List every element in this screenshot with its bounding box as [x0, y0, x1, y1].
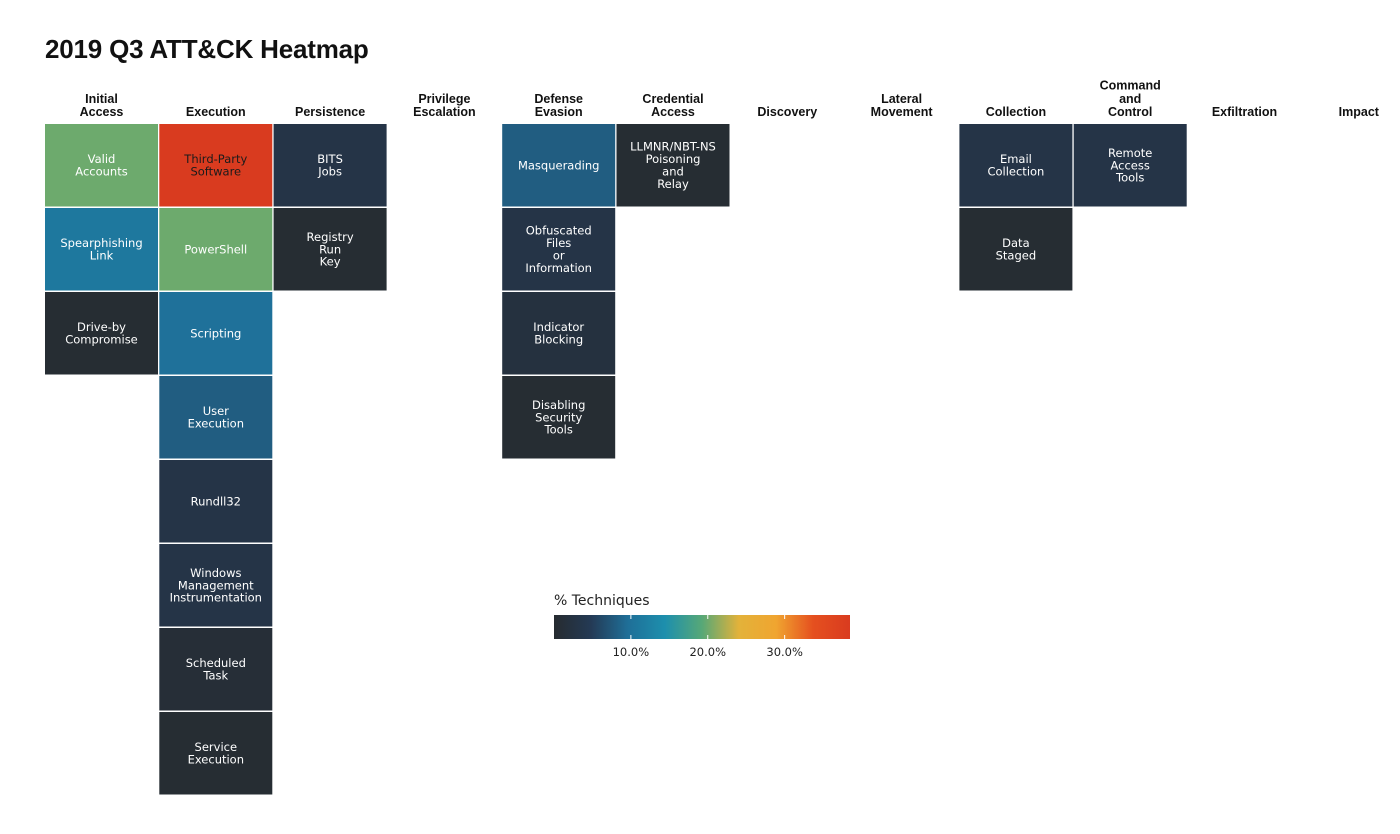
- technique-cell-rundll32[interactable]: Rundll32: [159, 460, 273, 543]
- tactic-header-command-and-control: Command and Control: [1100, 79, 1161, 119]
- technique-cell-indicator-blocking[interactable]: Indicator Blocking: [502, 292, 616, 375]
- technique-cell-fill: [502, 376, 616, 459]
- technique-label: User Execution: [188, 404, 244, 430]
- technique-cell-scheduled-task[interactable]: Scheduled Task: [159, 628, 273, 711]
- technique-cell-windows-management-instrumentation[interactable]: Windows Management Instrumentation: [159, 544, 273, 627]
- legend-colorbar: [554, 615, 850, 639]
- technique-cell-spearphishing-link[interactable]: Spearphishing Link: [45, 208, 158, 291]
- technique-cell-fill: [1073, 124, 1187, 207]
- technique-label: Obfuscated Files or Information: [525, 224, 592, 275]
- tactic-header-credential-access: Credential Access: [642, 92, 703, 119]
- technique-cell-disabling-security-tools[interactable]: Disabling Security Tools: [502, 376, 616, 459]
- technique-cells: Valid Accounts Spearphishing Link Drive-by Co…: [45, 124, 1187, 795]
- technique-cell-valid-accounts[interactable]: Valid Accounts: [45, 124, 158, 207]
- technique-label: Windows Management Instrumentation: [170, 566, 262, 605]
- technique-cell-registry-run-key[interactable]: Registry Run Key: [273, 208, 387, 291]
- technique-label: Disabling Security Tools: [532, 398, 585, 437]
- technique-cell-data-staged[interactable]: Data Staged: [959, 208, 1073, 291]
- technique-label: Service Execution: [188, 740, 244, 766]
- technique-cell-fill: [159, 544, 273, 627]
- tactic-header-collection: Collection: [986, 105, 1046, 119]
- legend-tick-label: 20.0%: [689, 645, 726, 659]
- technique-label: Scheduled Task: [186, 656, 246, 682]
- tactic-header-privilege-escalation: Privilege Escalation: [413, 92, 476, 119]
- technique-cell-fill: [159, 376, 273, 459]
- technique-label: Spearphishing Link: [60, 236, 142, 262]
- technique-cell-llmnr-nbt-ns-poisoning-and-relay[interactable]: LLMNR/NBT-NS Poisoning and Relay: [616, 124, 730, 207]
- technique-cell-fill: [502, 292, 616, 375]
- technique-label: Valid Accounts: [75, 152, 127, 178]
- tactic-header-initial-access: Initial Access: [80, 92, 124, 119]
- technique-cell-fill: [159, 460, 273, 543]
- technique-cell-fill: [159, 712, 273, 795]
- tactic-header-persistence: Persistence: [295, 105, 365, 119]
- technique-label: Third-Party Software: [183, 152, 247, 178]
- tactic-header-impact: Impact: [1339, 105, 1380, 119]
- tactic-headers: Initial Access Execution Persistence Privile…: [80, 79, 1380, 119]
- technique-label: Scripting: [190, 326, 241, 340]
- technique-cell-bits-jobs[interactable]: BITS Jobs: [273, 124, 387, 207]
- technique-cell-remote-access-tools[interactable]: Remote Access Tools: [1073, 124, 1187, 207]
- technique-label: BITS Jobs: [317, 152, 343, 178]
- technique-cell-email-collection[interactable]: Email Collection: [959, 124, 1073, 207]
- technique-cell-fill: [959, 124, 1073, 207]
- technique-cell-fill: [45, 208, 158, 291]
- technique-label: PowerShell: [184, 242, 247, 256]
- technique-cell-fill: [273, 124, 387, 207]
- technique-label: Drive-by Compromise: [65, 320, 138, 346]
- technique-cell-obfuscated-files-or-information[interactable]: Obfuscated Files or Information: [502, 208, 616, 291]
- technique-cell-drive-by-compromise[interactable]: Drive-by Compromise: [45, 292, 158, 375]
- technique-cell-fill: [502, 208, 616, 291]
- technique-label: Rundll32: [191, 494, 241, 508]
- color-legend: % Techniques 10.0% 20.0% 30.0%: [554, 593, 850, 659]
- technique-label: Remote Access Tools: [1108, 146, 1152, 185]
- technique-cell-fill: [616, 124, 730, 207]
- technique-cell-user-execution[interactable]: User Execution: [159, 376, 273, 459]
- technique-label: LLMNR/NBT-NS Poisoning and Relay: [630, 140, 716, 191]
- tactic-header-lateral-movement: Lateral Movement: [871, 92, 934, 119]
- technique-cell-fill: [159, 124, 273, 207]
- technique-cell-fill: [959, 208, 1073, 291]
- tactic-header-exfiltration: Exfiltration: [1212, 105, 1277, 119]
- technique-cell-third-party-software[interactable]: Third-Party Software: [159, 124, 273, 207]
- tactic-header-execution: Execution: [186, 105, 246, 119]
- legend-title: % Techniques: [554, 593, 650, 609]
- technique-cell-fill: [159, 208, 273, 291]
- technique-cell-fill: [159, 628, 273, 711]
- legend-tick-label: 10.0%: [613, 645, 650, 659]
- technique-cell-fill: [273, 208, 387, 291]
- technique-cell-scripting[interactable]: Scripting: [159, 292, 273, 375]
- technique-cell-powershell[interactable]: PowerShell: [159, 208, 273, 291]
- technique-label: Masquerading: [518, 158, 599, 172]
- technique-label: Registry Run Key: [307, 230, 354, 269]
- technique-cell-fill: [45, 124, 158, 207]
- technique-cell-masquerading[interactable]: Masquerading: [502, 124, 616, 207]
- tactic-header-defense-evasion: Defense Evasion: [534, 92, 583, 119]
- technique-cell-fill: [45, 292, 158, 375]
- technique-label: Indicator Blocking: [533, 320, 584, 346]
- tactic-header-discovery: Discovery: [757, 105, 817, 119]
- technique-label: Data Staged: [996, 236, 1037, 262]
- technique-cell-service-execution[interactable]: Service Execution: [159, 712, 273, 795]
- chart-title: 2019 Q3 ATT&CK Heatmap: [45, 34, 369, 64]
- technique-label: Email Collection: [987, 152, 1044, 178]
- technique-cell-fill: [159, 292, 273, 375]
- legend-tick-label: 30.0%: [766, 645, 803, 659]
- technique-cell-fill: [502, 124, 616, 207]
